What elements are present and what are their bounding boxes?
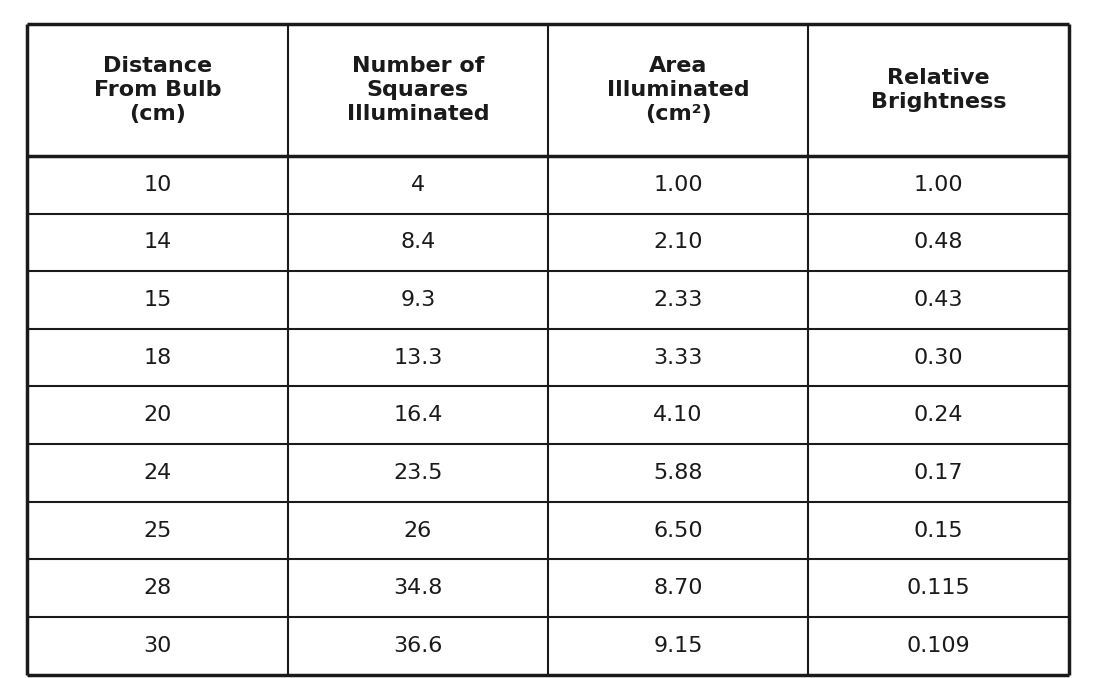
Text: 0.15: 0.15 — [914, 521, 963, 540]
Bar — [809, 559, 1069, 617]
Text: 9.15: 9.15 — [653, 636, 703, 656]
Text: 30: 30 — [144, 636, 172, 656]
Text: 20: 20 — [144, 405, 172, 425]
Bar — [809, 502, 1069, 559]
Bar — [809, 214, 1069, 271]
Bar — [27, 559, 287, 617]
Text: 4.10: 4.10 — [653, 405, 703, 425]
Bar — [548, 214, 809, 271]
Text: 25: 25 — [144, 521, 172, 540]
Text: Number of
Squares
Illuminated: Number of Squares Illuminated — [346, 56, 489, 124]
Bar — [287, 386, 548, 444]
Text: 1.00: 1.00 — [914, 175, 963, 195]
Bar — [27, 156, 287, 214]
Bar — [27, 271, 287, 329]
Text: 16.4: 16.4 — [393, 405, 443, 425]
Text: 6.50: 6.50 — [653, 521, 703, 540]
Bar — [287, 559, 548, 617]
Bar — [548, 386, 809, 444]
Text: 13.3: 13.3 — [393, 348, 443, 367]
Text: 0.43: 0.43 — [914, 290, 963, 310]
Text: 0.17: 0.17 — [914, 463, 963, 483]
Bar — [809, 156, 1069, 214]
Text: 23.5: 23.5 — [393, 463, 443, 483]
Text: 26: 26 — [403, 521, 432, 540]
Bar — [548, 156, 809, 214]
Bar — [809, 617, 1069, 675]
Text: Relative
Brightness: Relative Brightness — [870, 68, 1006, 112]
Bar — [548, 617, 809, 675]
Bar — [27, 24, 287, 156]
Bar — [287, 156, 548, 214]
Bar — [27, 386, 287, 444]
Bar — [27, 617, 287, 675]
Bar — [287, 329, 548, 386]
Text: 2.10: 2.10 — [653, 233, 703, 252]
Bar — [287, 214, 548, 271]
Bar — [809, 271, 1069, 329]
Text: 0.109: 0.109 — [906, 636, 970, 656]
Text: 0.30: 0.30 — [914, 348, 963, 367]
Text: 2.33: 2.33 — [653, 290, 703, 310]
Bar — [27, 502, 287, 559]
Bar — [287, 271, 548, 329]
Bar — [809, 329, 1069, 386]
Text: 9.3: 9.3 — [400, 290, 435, 310]
Text: 36.6: 36.6 — [393, 636, 443, 656]
Text: 8.4: 8.4 — [400, 233, 435, 252]
Text: 0.48: 0.48 — [914, 233, 963, 252]
Text: 15: 15 — [144, 290, 172, 310]
Text: 0.115: 0.115 — [906, 578, 970, 598]
Text: 5.88: 5.88 — [653, 463, 703, 483]
Text: Area
Illuminated
(cm²): Area Illuminated (cm²) — [607, 56, 750, 124]
Text: 28: 28 — [144, 578, 172, 598]
Text: 18: 18 — [144, 348, 172, 367]
Text: Distance
From Bulb
(cm): Distance From Bulb (cm) — [94, 56, 221, 124]
Text: 0.24: 0.24 — [914, 405, 963, 425]
Bar — [809, 24, 1069, 156]
Bar — [548, 444, 809, 502]
Bar — [809, 444, 1069, 502]
Text: 14: 14 — [144, 233, 172, 252]
Bar — [287, 24, 548, 156]
Bar — [548, 271, 809, 329]
Bar — [287, 617, 548, 675]
Bar — [287, 502, 548, 559]
Bar — [27, 214, 287, 271]
Text: 3.33: 3.33 — [653, 348, 703, 367]
Bar — [809, 386, 1069, 444]
Text: 24: 24 — [144, 463, 172, 483]
Text: 10: 10 — [144, 175, 172, 195]
Bar — [548, 502, 809, 559]
Bar — [548, 24, 809, 156]
Text: 4: 4 — [411, 175, 425, 195]
Bar — [548, 559, 809, 617]
Bar — [27, 329, 287, 386]
Bar — [27, 444, 287, 502]
Bar — [287, 444, 548, 502]
Text: 1.00: 1.00 — [653, 175, 703, 195]
Text: 8.70: 8.70 — [653, 578, 703, 598]
Bar — [548, 329, 809, 386]
Text: 34.8: 34.8 — [393, 578, 443, 598]
